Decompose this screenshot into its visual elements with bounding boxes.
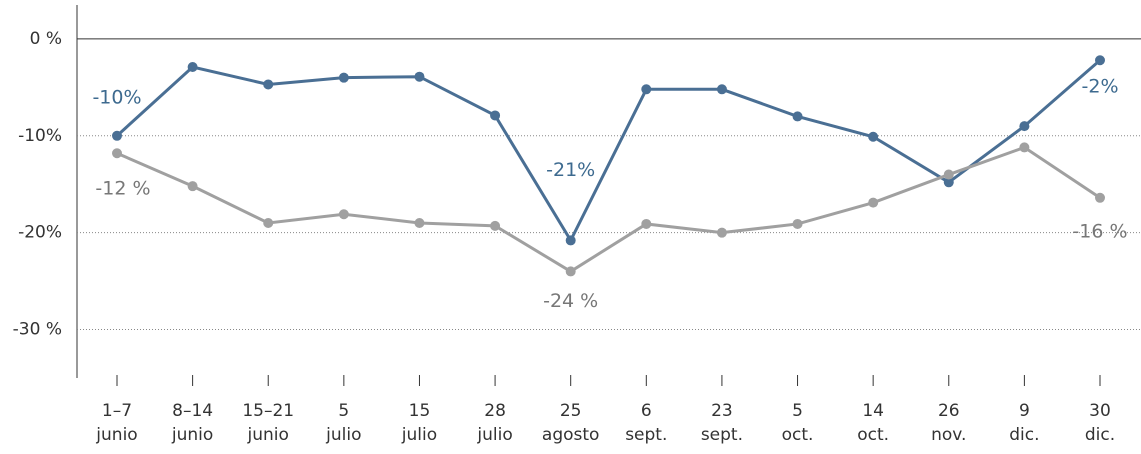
data-label: -12 % — [95, 178, 150, 200]
x-tick-label: 30 — [1089, 401, 1111, 421]
data-point — [1095, 55, 1105, 66]
x-tick-label: oct. — [857, 425, 889, 445]
data-point — [112, 148, 122, 159]
x-tick-label: junio — [95, 425, 137, 445]
data-point — [792, 111, 803, 122]
data-point — [868, 131, 879, 142]
x-tick-label: 14 — [862, 401, 884, 421]
series-line — [115, 59, 1101, 244]
x-tick-label: 15–21 — [242, 401, 294, 421]
data-point — [338, 209, 349, 220]
x-tick-label: junio — [171, 425, 213, 445]
data-label: -2% — [1082, 76, 1119, 98]
x-tick-label: 6 — [641, 401, 652, 421]
data-point — [1019, 121, 1030, 132]
y-tick-label: -10% — [18, 126, 62, 146]
x-tick-label: nov. — [931, 425, 966, 445]
data-label: -10% — [92, 86, 141, 108]
data-point — [868, 197, 879, 208]
x-tick-label: 8–14 — [172, 401, 213, 421]
data-point — [1019, 142, 1030, 153]
data-point — [490, 110, 501, 121]
data-point — [414, 71, 425, 82]
data-point — [338, 72, 349, 83]
data-point — [943, 169, 954, 180]
data-point — [1095, 192, 1105, 203]
x-tick-label: 28 — [484, 401, 506, 421]
data-label: -24 % — [543, 290, 598, 312]
data-point — [565, 235, 576, 246]
x-tick-label: 9 — [1019, 401, 1030, 421]
x-tick-label: dic. — [1009, 425, 1039, 445]
y-tick-label: -30 % — [13, 320, 62, 340]
x-tick-label: junio — [247, 425, 289, 445]
data-point — [263, 217, 274, 228]
data-point — [263, 79, 274, 90]
series-line — [116, 145, 1101, 274]
y-tick-label: -20% — [18, 223, 62, 243]
data-label: -21% — [546, 159, 595, 181]
x-tick-label: 25 — [560, 401, 582, 421]
data-point — [716, 84, 727, 95]
data-point — [943, 177, 954, 188]
x-tick-label: julio — [325, 425, 361, 445]
data-point — [641, 84, 652, 95]
x-tick-label: 5 — [792, 401, 803, 421]
data-point — [112, 130, 122, 141]
y-tick-label: 0 % — [30, 29, 62, 49]
x-tick-label: 15 — [409, 401, 431, 421]
x-tick-label: 26 — [938, 401, 960, 421]
data-point — [565, 266, 576, 277]
data-point — [414, 217, 425, 228]
x-tick-label: julio — [401, 425, 437, 445]
data-point — [792, 218, 803, 229]
x-tick-label: dic. — [1085, 425, 1115, 445]
x-tick-label: oct. — [782, 425, 814, 445]
x-tick-label: julio — [476, 425, 512, 445]
data-point — [490, 220, 501, 231]
data-point — [187, 181, 198, 192]
x-tick-label: 23 — [711, 401, 733, 421]
data-point — [187, 62, 198, 73]
data-label: -16 % — [1072, 220, 1127, 242]
x-tick-label: agosto — [542, 425, 600, 445]
x-tick-label: sept. — [701, 425, 743, 445]
x-tick-label: 1–7 — [102, 401, 132, 421]
x-tick-label: sept. — [625, 425, 667, 445]
x-tick-label: 5 — [338, 401, 349, 421]
data-point — [641, 218, 652, 229]
data-point — [716, 227, 727, 238]
